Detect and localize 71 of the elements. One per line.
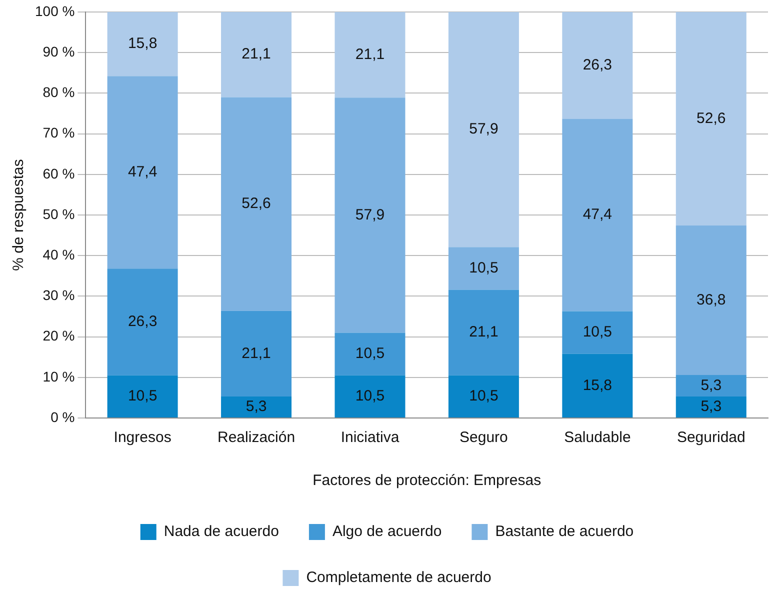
data-label: 57,9 xyxy=(355,206,385,224)
bar xyxy=(221,12,292,98)
data-label: 5,3 xyxy=(700,398,722,416)
data-label: 10,5 xyxy=(128,388,158,405)
bar xyxy=(676,226,746,375)
y-tick-label: 20 % xyxy=(42,328,75,344)
data-label: 57,9 xyxy=(469,120,498,138)
data-label: 47,4 xyxy=(582,206,612,224)
bar xyxy=(107,12,178,76)
bar xyxy=(676,12,746,226)
y-axis-title: % de respuestas xyxy=(10,159,28,271)
data-label: 21,1 xyxy=(242,344,271,362)
y-tick-label: 100 % xyxy=(34,2,75,19)
x-tick-label: Realización xyxy=(218,429,296,446)
data-label: 15,8 xyxy=(582,376,612,394)
data-label: 10,5 xyxy=(469,260,498,277)
y-tick-label: 50 % xyxy=(42,206,75,222)
data-label: 26,3 xyxy=(582,56,612,74)
x-tick-label: Seguro xyxy=(460,429,508,446)
y-tick-label: 0 % xyxy=(50,408,75,425)
data-label: 52,6 xyxy=(242,195,271,212)
data-label: 47,4 xyxy=(128,164,158,181)
x-tick-label: Saludable xyxy=(564,429,631,446)
y-tick-label: 40 % xyxy=(42,246,75,262)
legend-label: Bastante de acuerdo xyxy=(495,523,634,540)
data-label: 21,1 xyxy=(355,46,385,63)
bar xyxy=(334,332,406,376)
data-label: 5,3 xyxy=(700,376,722,394)
x-tick-label: Seguridad xyxy=(676,429,746,446)
bar xyxy=(334,12,406,98)
y-tick-label: 80 % xyxy=(42,84,75,100)
bar xyxy=(448,247,519,290)
data-label: 36,8 xyxy=(696,291,726,308)
legend-label: Completamente de acuerdo xyxy=(306,569,492,586)
legend-label: Nada de acuerdo xyxy=(164,523,279,540)
bar xyxy=(448,290,519,376)
bar xyxy=(221,310,292,396)
bar xyxy=(107,375,178,418)
bar xyxy=(221,97,292,311)
y-tick-label: 70 % xyxy=(42,124,75,141)
bar xyxy=(334,375,406,418)
bar xyxy=(221,396,292,418)
bar xyxy=(107,268,178,376)
bar xyxy=(334,98,406,333)
y-tick-label: 30 % xyxy=(42,287,75,304)
data-label: 15,8 xyxy=(128,35,158,52)
bar xyxy=(448,12,519,248)
x-tick-label: Ingresos xyxy=(114,429,172,446)
y-tick-label: 60 % xyxy=(42,165,75,182)
bar xyxy=(562,354,633,418)
data-label: 10,5 xyxy=(355,345,385,362)
x-tick-label: Iniciativa xyxy=(340,429,400,446)
x-axis-title: Factores de protección: Empresas xyxy=(312,472,542,490)
bar xyxy=(562,118,633,312)
data-label: 52,6 xyxy=(696,110,726,127)
bar xyxy=(448,375,519,418)
y-tick-label: 10 % xyxy=(42,368,75,384)
legend-label: Algo de acuerdo xyxy=(332,523,442,540)
bar xyxy=(676,396,746,418)
bar xyxy=(676,374,746,396)
bar xyxy=(562,311,633,354)
data-label: 10,5 xyxy=(355,388,385,405)
bar xyxy=(562,12,633,119)
bar xyxy=(107,76,178,269)
data-label: 21,1 xyxy=(469,324,498,341)
data-label: 5,3 xyxy=(246,398,267,416)
data-label: 21,1 xyxy=(242,46,271,63)
data-label: 10,5 xyxy=(469,388,498,405)
y-tick-label: 90 % xyxy=(42,43,75,60)
data-label: 10,5 xyxy=(582,324,612,341)
data-label: 26,3 xyxy=(128,313,158,330)
